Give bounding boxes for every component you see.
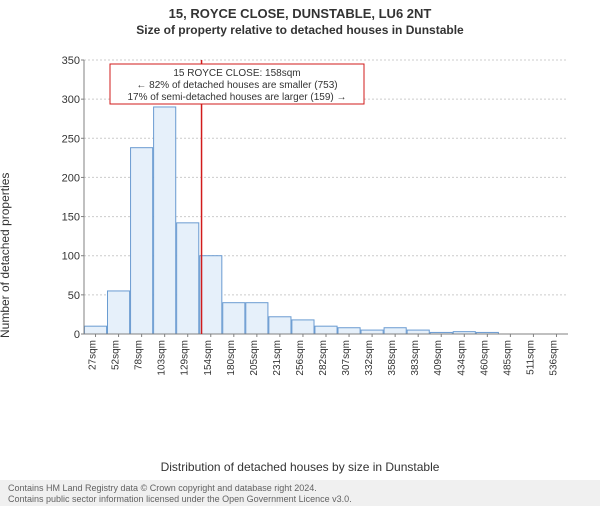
svg-text:200: 200 [62, 172, 80, 184]
histogram-bar [315, 326, 337, 334]
svg-text:150: 150 [62, 212, 80, 224]
footer-line-2: Contains public sector information licen… [8, 494, 592, 505]
svg-text:50: 50 [68, 290, 80, 302]
svg-text:460sqm: 460sqm [479, 340, 490, 376]
svg-text:180sqm: 180sqm [226, 340, 237, 376]
svg-text:52sqm: 52sqm [111, 340, 122, 370]
histogram-chart: 0 50 100 150 200 250 300 350 27sqm 52sqm 78sqm 103s… [56, 54, 574, 394]
histogram-bar [131, 148, 153, 334]
x-axis-label: Distribution of detached houses by size … [0, 460, 600, 474]
histogram-bar [269, 317, 291, 334]
svg-text:100: 100 [62, 251, 80, 263]
annotation-line-2: ← 82% of detached houses are smaller (75… [136, 80, 337, 91]
histogram-bar [246, 303, 268, 334]
histogram-bar [154, 107, 176, 334]
histogram-bar [384, 328, 406, 334]
annotation-line-3: 17% of semi-detached houses are larger (… [127, 92, 346, 103]
svg-text:383sqm: 383sqm [410, 340, 421, 376]
histogram-bar [108, 291, 130, 334]
annotation-line-1: 15 ROYCE CLOSE: 158sqm [173, 68, 300, 79]
page-title: 15, ROYCE CLOSE, DUNSTABLE, LU6 2NT [0, 6, 600, 21]
histogram-bar [361, 330, 383, 334]
svg-text:536sqm: 536sqm [548, 340, 559, 376]
y-axis-label: Number of detached properties [0, 173, 12, 338]
page-subtitle: Size of property relative to detached ho… [0, 23, 600, 37]
svg-text:0: 0 [74, 329, 80, 341]
histogram-bar [84, 326, 106, 334]
histogram-bar [177, 223, 199, 334]
histogram-bar [292, 320, 314, 334]
svg-text:256sqm: 256sqm [295, 340, 306, 376]
svg-text:511sqm: 511sqm [525, 340, 536, 375]
chart-svg: 0 50 100 150 200 250 300 350 27sqm 52sqm 78sqm 103s… [56, 54, 574, 394]
svg-text:434sqm: 434sqm [456, 340, 467, 376]
histogram-bar [200, 256, 222, 334]
attribution-footer: Contains HM Land Registry data © Crown c… [0, 480, 600, 506]
svg-text:231sqm: 231sqm [272, 340, 283, 376]
svg-text:485sqm: 485sqm [502, 340, 513, 376]
svg-text:307sqm: 307sqm [341, 340, 352, 376]
svg-text:350: 350 [62, 55, 80, 67]
svg-text:205sqm: 205sqm [249, 340, 260, 376]
svg-text:358sqm: 358sqm [387, 340, 398, 376]
svg-text:154sqm: 154sqm [203, 340, 214, 376]
svg-text:332sqm: 332sqm [364, 340, 375, 376]
histogram-bar [338, 328, 360, 334]
svg-text:103sqm: 103sqm [157, 340, 168, 376]
svg-text:129sqm: 129sqm [180, 340, 191, 376]
histogram-bar [223, 303, 245, 334]
svg-text:27sqm: 27sqm [88, 340, 99, 370]
svg-text:250: 250 [62, 133, 80, 145]
svg-text:282sqm: 282sqm [318, 340, 329, 376]
histogram-bar [407, 330, 429, 334]
svg-text:300: 300 [62, 94, 80, 106]
footer-line-1: Contains HM Land Registry data © Crown c… [8, 483, 592, 494]
svg-text:78sqm: 78sqm [134, 340, 145, 370]
svg-text:409sqm: 409sqm [433, 340, 444, 376]
